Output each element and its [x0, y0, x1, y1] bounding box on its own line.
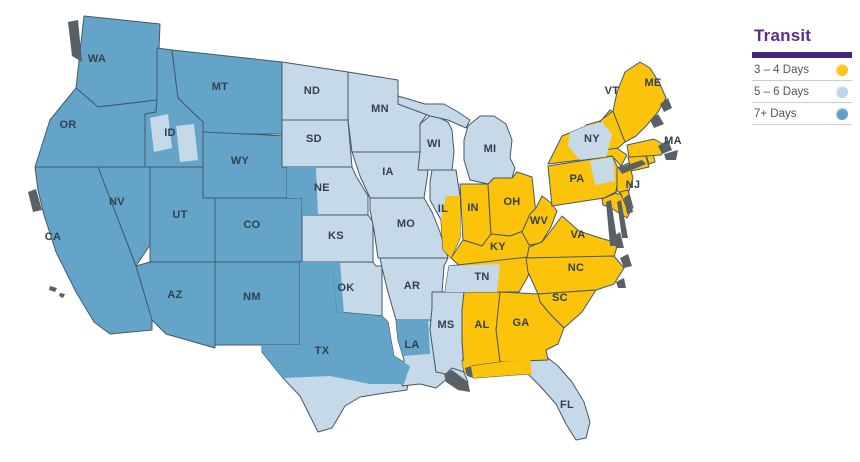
state-label-wa: WA — [88, 53, 106, 65]
coastal-water-detail — [68, 20, 82, 62]
zone-patch-ne-w — [287, 167, 318, 215]
state-az — [135, 261, 216, 349]
state-wv — [521, 195, 558, 246]
state-nm — [214, 261, 301, 346]
coastal-water-detail — [616, 278, 626, 288]
state-label-me: ME — [644, 77, 661, 89]
state-label-id: ID — [164, 127, 176, 139]
coastal-water-detail — [606, 200, 618, 246]
state-label-oh: OH — [503, 196, 520, 208]
state-label-mt: MT — [212, 81, 228, 93]
coastal-water-detail — [618, 160, 646, 174]
state-al — [461, 291, 501, 375]
state-label-vt: VT — [605, 85, 620, 97]
legend-divider-bar — [752, 52, 852, 58]
coastal-water-detail — [617, 200, 628, 238]
coastal-water-detail — [660, 98, 672, 112]
state-label-wv: WV — [530, 215, 549, 227]
state-nc — [525, 255, 625, 295]
zone-patch-la-n — [396, 320, 430, 356]
state-label-ca: CA — [45, 231, 62, 243]
coastal-water-detail — [444, 370, 470, 392]
state-mn — [347, 71, 431, 153]
transit-legend: Transit 3 – 4 Days 5 – 6 Days 7+ Days — [752, 26, 852, 125]
us-map-svg: WA OR CA NV ID MT WY UT CO AZ NM ND SD NE KS OK TX MN IA MO… — [28, 15, 682, 441]
state-label-tn: TN — [474, 271, 489, 283]
state-label-sd: SD — [306, 133, 322, 145]
zone-patch-il-e — [441, 196, 460, 258]
legend-label-7-plus-days: 7+ Days — [754, 108, 797, 120]
state-label-co: CO — [243, 219, 260, 231]
state-label-tx: TX — [315, 345, 330, 357]
legend-row-7-plus-days: 7+ Days — [752, 103, 852, 125]
state-label-nd: ND — [304, 85, 321, 97]
legend-row-5-6-days: 5 – 6 Days — [752, 81, 852, 103]
coastal-water-detail — [465, 366, 473, 378]
state-label-ga: GA — [512, 317, 529, 329]
legend-row-3-4-days: 3 – 4 Days — [752, 59, 852, 81]
state-label-ky: KY — [490, 241, 506, 253]
coastal-water-detail — [658, 140, 672, 154]
state-label-nv: NV — [109, 196, 125, 208]
state-mi-upper-peninsula — [397, 95, 471, 129]
zone-patch-ok-w — [300, 262, 344, 314]
us-transit-map: WA OR CA NV ID MT WY UT CO AZ NM ND SD NE KS OK TX MN IA MO… — [28, 15, 682, 441]
state-label-nm: NM — [243, 291, 261, 303]
state-label-ms: MS — [437, 319, 454, 331]
state-label-or: OR — [59, 119, 76, 131]
state-label-va: VA — [570, 229, 585, 241]
state-me — [612, 61, 667, 143]
state-label-ks: KS — [328, 230, 344, 242]
state-ms — [429, 291, 465, 375]
state-label-sc: SC — [552, 292, 568, 304]
coastal-water-detail — [28, 189, 42, 212]
state-ks — [301, 214, 374, 263]
legend-label-5-6-days: 5 – 6 Days — [754, 86, 809, 98]
legend-label-3-4-days: 3 – 4 Days — [754, 64, 809, 76]
state-label-mi: MI — [484, 143, 497, 155]
coastal-water-detail — [650, 114, 664, 128]
state-label-wy: WY — [231, 155, 250, 167]
legend-dot-7-plus-days-icon — [836, 108, 848, 120]
state-label-nj: NJ — [626, 179, 641, 191]
state-mi — [463, 115, 516, 185]
legend-title: Transit — [754, 26, 812, 45]
coastal-water-detail — [664, 150, 678, 160]
zone-patch-id-1 — [150, 114, 172, 152]
state-label-mo: MO — [397, 218, 415, 230]
legend-dot-3-4-days-icon — [836, 64, 848, 76]
coastal-water-detail — [620, 254, 632, 268]
state-label-pa: PA — [569, 173, 584, 185]
state-label-ut: UT — [172, 209, 187, 221]
coastal-water-detail — [624, 194, 633, 214]
state-label-mn: MN — [371, 103, 389, 115]
state-va — [526, 215, 619, 259]
zone-patch-ny-c — [568, 122, 612, 160]
state-label-la: LA — [404, 339, 419, 351]
state-label-in: IN — [467, 202, 479, 214]
state-label-ma: MA — [664, 135, 682, 147]
state-label-ar: AR — [404, 280, 421, 292]
state-label-ne: NE — [314, 182, 330, 194]
zone-patch-fl-p — [462, 359, 532, 378]
state-label-ny: NY — [584, 133, 600, 145]
state-in — [459, 183, 492, 247]
state-label-fl: FL — [560, 399, 574, 411]
legend-dot-5-6-days-icon — [836, 86, 848, 98]
state-label-nc: NC — [568, 262, 585, 274]
state-label-az: AZ — [167, 289, 182, 301]
state-label-al: AL — [474, 319, 489, 331]
state-label-wi: WI — [427, 138, 441, 150]
coastal-water-detail — [59, 293, 65, 298]
state-label-il: IL — [438, 203, 448, 215]
zone-patch-id-2 — [176, 124, 198, 162]
zone-patch-tx-n — [262, 274, 410, 384]
coastal-water-detail — [49, 286, 57, 292]
coastal-water-detail — [614, 232, 624, 248]
zone-patch-tn-w — [445, 264, 500, 292]
state-label-ok: OK — [337, 282, 354, 294]
zone-patch-pa-n — [590, 157, 615, 185]
state-label-ia: IA — [382, 166, 394, 178]
